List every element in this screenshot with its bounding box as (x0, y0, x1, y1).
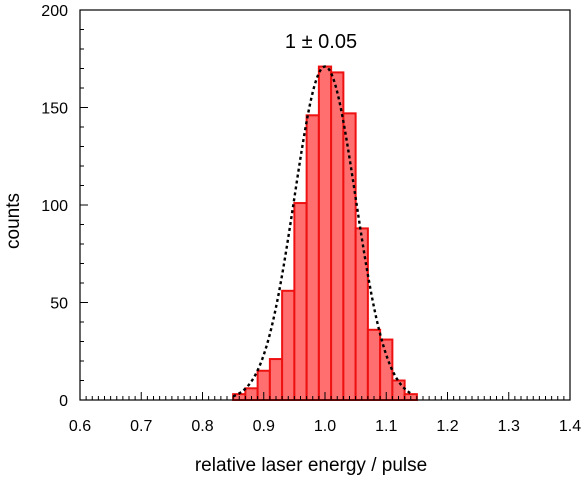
y-axis: 0 50 100 150 200 (41, 3, 88, 410)
x-axis: 0.6 0.7 0.8 0.9 1.0 1.1 1.2 1.3 1.4 (69, 392, 581, 435)
x-tick-label: 1.0 (314, 418, 336, 435)
y-tick-label: 50 (50, 296, 68, 313)
y-tick-label: 0 (59, 393, 68, 410)
histogram-bar (379, 338, 394, 401)
x-tick-label: 1.4 (559, 418, 581, 435)
x-tick-label: 0.8 (191, 418, 213, 435)
histogram-bar (330, 71, 345, 402)
histogram-bars (232, 65, 418, 402)
x-tick-label: 0.9 (253, 418, 275, 435)
annotation-mean-sigma: 1 ± 0.05 (285, 31, 357, 53)
x-axis-label: relative laser energy / pulse (195, 455, 427, 476)
x-tick-label: 1.2 (436, 418, 458, 435)
histogram-bar (293, 202, 308, 401)
gaussian-fit-curve (232, 65, 412, 398)
y-tick-label: 100 (41, 198, 68, 215)
y-axis-label: counts (3, 193, 24, 249)
histogram-bar (281, 289, 296, 401)
y-tick-label: 200 (41, 3, 68, 20)
histogram-bar (305, 114, 320, 402)
x-tick-label: 0.6 (69, 418, 91, 435)
x-tick-label: 1.3 (498, 418, 520, 435)
histogram-bar (354, 227, 369, 401)
y-tick-label: 150 (41, 101, 68, 118)
x-tick-label: 0.7 (130, 418, 152, 435)
histogram-bar (268, 358, 284, 401)
histogram-bar (366, 328, 382, 401)
x-tick-label: 1.1 (375, 418, 397, 435)
histogram-bar (317, 65, 333, 402)
